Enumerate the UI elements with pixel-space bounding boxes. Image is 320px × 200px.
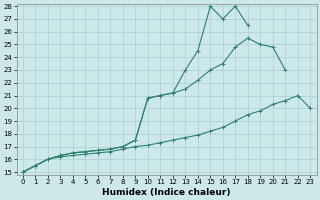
X-axis label: Humidex (Indice chaleur): Humidex (Indice chaleur) [102, 188, 231, 197]
